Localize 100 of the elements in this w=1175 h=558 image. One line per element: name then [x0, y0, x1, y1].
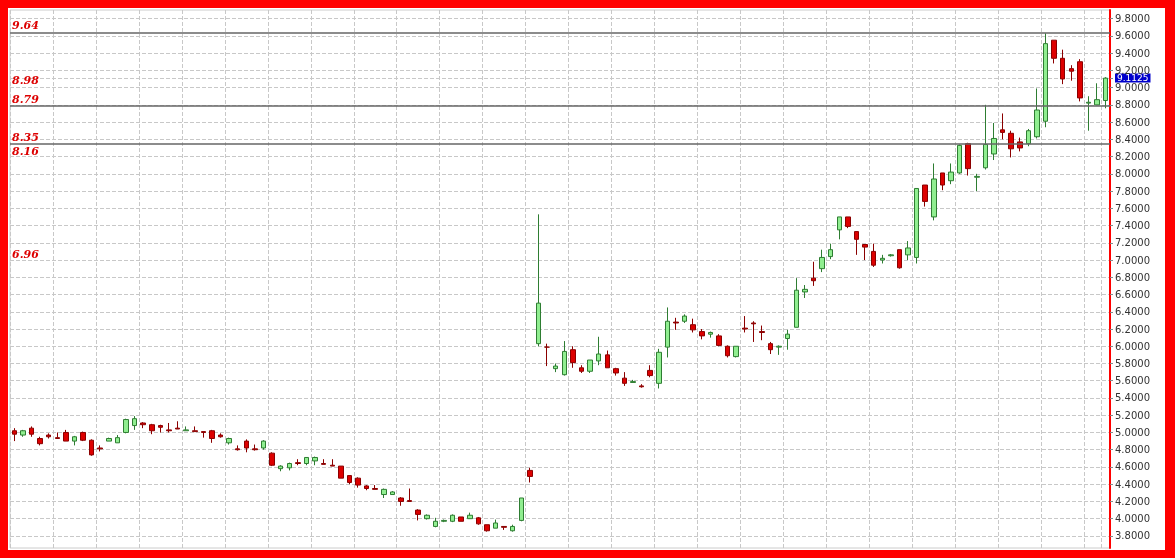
annotation: 8.16	[12, 145, 40, 159]
candlestick	[794, 277, 799, 328]
candlestick	[811, 261, 816, 287]
candlestick	[991, 122, 997, 161]
candlestick	[862, 244, 868, 261]
candlestick	[364, 484, 369, 491]
candlestick	[828, 243, 833, 260]
candlestick	[372, 484, 378, 490]
candlestick	[854, 231, 859, 256]
y-tick-label: 8.8000	[1115, 99, 1150, 111]
candlestick	[244, 438, 249, 453]
candlestick	[46, 432, 51, 439]
candlestick	[493, 519, 498, 529]
y-tick-label: 5.8000	[1115, 357, 1150, 369]
candlestick	[312, 456, 318, 466]
candlestick	[63, 429, 69, 442]
candlestick	[983, 104, 988, 170]
candlestick	[20, 429, 26, 438]
candlestick	[1086, 95, 1091, 132]
candlestick	[355, 476, 361, 489]
candlestick	[1051, 39, 1057, 64]
candlestick	[201, 431, 206, 439]
y-tick-label: 4.8000	[1115, 444, 1150, 456]
candlestick	[97, 444, 103, 452]
candlestick	[768, 341, 773, 355]
y-tick-label: 3.8000	[1115, 530, 1150, 542]
y-tick-label: 9.6000	[1115, 30, 1150, 42]
candlestick	[106, 437, 112, 442]
candlestick	[974, 173, 980, 192]
candlestick	[605, 350, 610, 369]
candlestick	[673, 317, 679, 331]
candlestick	[209, 429, 215, 444]
y-tick-label: 5.4000	[1115, 392, 1150, 404]
candlestick	[699, 328, 705, 340]
candlestick	[398, 496, 404, 507]
candlestick	[931, 162, 937, 221]
y-tick-label: 8.4000	[1115, 133, 1150, 145]
y-tick-label: 7.4000	[1115, 220, 1150, 232]
y-tick-label: 8.0000	[1115, 168, 1150, 180]
candlestick	[476, 516, 481, 526]
candlestick	[1094, 82, 1100, 106]
candlestick	[218, 432, 223, 439]
candlestick	[1103, 76, 1108, 109]
candlestick	[613, 367, 619, 377]
candlestick	[785, 329, 790, 351]
candlestick	[72, 435, 77, 446]
candlestick	[845, 216, 851, 229]
y-tick-label: 8.2000	[1115, 151, 1150, 163]
candlestick	[544, 343, 550, 367]
ref-line-label: 8.35	[12, 130, 39, 144]
candlestick	[776, 344, 782, 356]
candlestick	[467, 512, 473, 520]
candlestick	[415, 508, 421, 521]
y-tick-label: 6.0000	[1115, 340, 1150, 352]
candlestick	[304, 456, 309, 466]
candlestick	[871, 243, 876, 268]
candlestick	[149, 423, 155, 435]
candlestick	[536, 213, 541, 347]
candlestick	[295, 458, 301, 466]
candlestick	[802, 284, 808, 299]
candlestick	[183, 425, 189, 432]
candlestick	[29, 425, 34, 438]
candlestick	[261, 439, 266, 451]
candlestick	[226, 437, 232, 446]
candlestick	[630, 379, 636, 383]
candlestick	[321, 458, 326, 465]
y-tick-label: 6.8000	[1115, 271, 1150, 283]
y-tick-label: 7.2000	[1115, 237, 1150, 249]
candlestick	[287, 462, 292, 471]
candlestick	[527, 467, 533, 483]
candlestick	[759, 325, 765, 341]
y-tick-label: 5.6000	[1115, 375, 1150, 387]
candlestick	[596, 336, 601, 366]
candlestick	[751, 320, 756, 343]
candlestick	[837, 216, 842, 240]
ref-line-label: 9.64	[12, 19, 39, 33]
y-tick-label: 5.2000	[1115, 409, 1150, 421]
y-tick-label: 4.2000	[1115, 495, 1150, 507]
candlestick	[965, 142, 971, 177]
candlestick	[1026, 128, 1031, 147]
candlestick	[725, 344, 730, 358]
candlestick	[819, 249, 825, 273]
candlestick	[166, 422, 172, 433]
candlestick	[957, 144, 962, 175]
candlestick	[647, 364, 653, 378]
candlestick	[158, 424, 163, 433]
candlestick	[880, 254, 885, 264]
y-tick-label: 5.0000	[1115, 426, 1150, 438]
ref-line-label: 8.79	[12, 92, 40, 106]
candlestick	[922, 184, 928, 208]
candlestick	[80, 431, 86, 442]
candlestick	[89, 438, 94, 457]
candlestick	[622, 371, 627, 387]
candlestick	[587, 359, 593, 374]
candlestick	[510, 524, 515, 533]
candlestick	[278, 464, 283, 472]
candlestick	[433, 517, 438, 528]
y-tick-label: 7.8000	[1115, 185, 1150, 197]
candlestick	[1060, 49, 1065, 85]
candlestick	[716, 333, 722, 347]
